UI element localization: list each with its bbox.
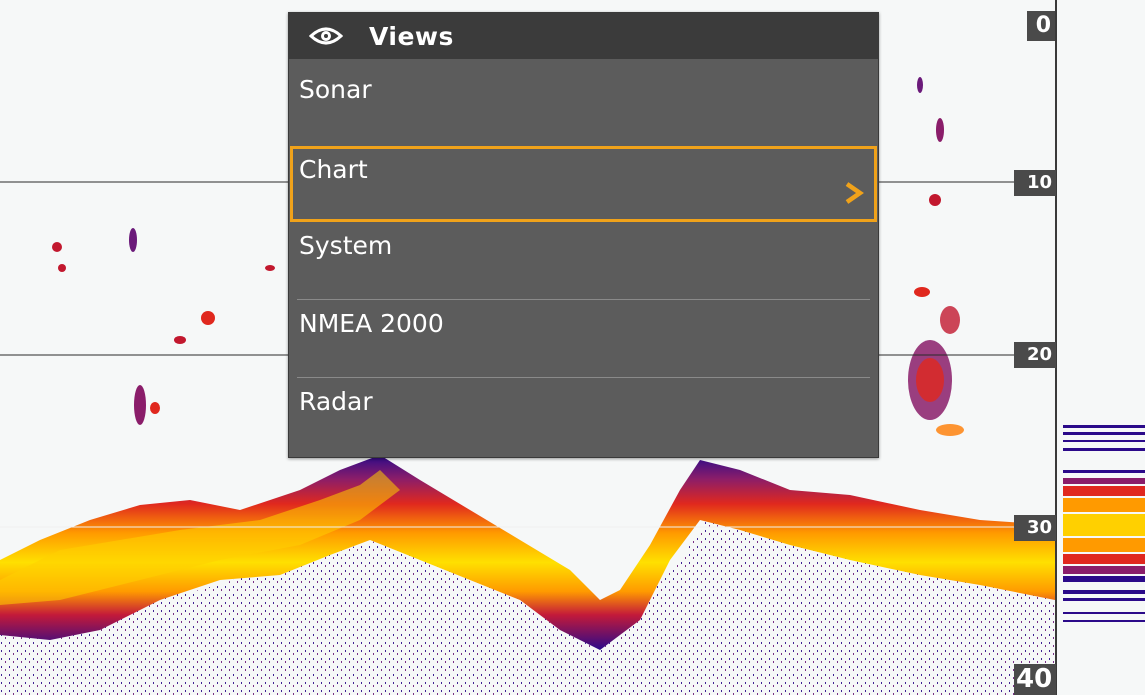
menu-item-label: Radar (299, 387, 373, 416)
sonar-bottom-return (0, 455, 1055, 650)
menu-item-system[interactable]: System (289, 231, 878, 297)
menu-title: Views (369, 22, 454, 51)
menu-divider (297, 299, 870, 300)
depth-label-20: 20 (1014, 342, 1056, 368)
menu-item-label: NMEA 2000 (299, 309, 444, 338)
menu-item-nmea-2000[interactable]: NMEA 2000 (289, 309, 878, 375)
sonar-thermocline (0, 470, 400, 605)
menu-item-sonar[interactable]: Sonar (289, 75, 878, 135)
menu-item-label: Sonar (299, 75, 372, 104)
menu-header: Views (289, 13, 878, 59)
depth-label-10: 10 (1014, 170, 1056, 196)
depth-label-40: 40 (1014, 664, 1056, 695)
depth-label-0: 0 (1027, 11, 1055, 41)
menu-item-label: Chart (299, 155, 368, 184)
views-menu: Views Sonar Chart System NMEA 2000 Radar (288, 12, 879, 458)
menu-item-label: System (299, 231, 393, 260)
eye-icon (308, 24, 344, 52)
flasher-bar (1063, 425, 1145, 622)
chevron-right-icon (844, 181, 864, 211)
menu-item-radar[interactable]: Radar (289, 387, 878, 453)
menu-item-chart[interactable]: Chart (290, 146, 877, 222)
sonar-targets (52, 77, 964, 436)
depth-label-30: 30 (1014, 515, 1056, 541)
menu-divider (297, 377, 870, 378)
